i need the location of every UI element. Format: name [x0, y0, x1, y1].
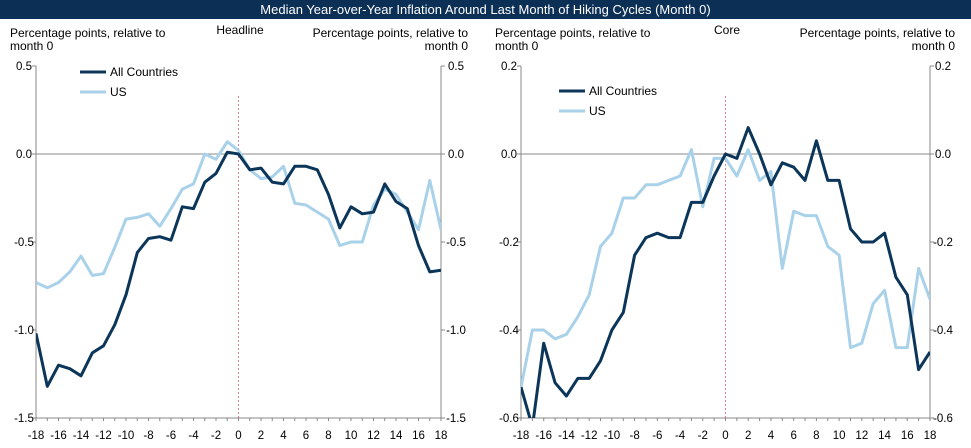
- x-tick-label: 12: [367, 430, 380, 442]
- legend-label-all-countries: All Countries: [589, 84, 657, 98]
- series-line-us: [36, 140, 441, 290]
- y-tick-label-right: -0.5: [446, 237, 466, 249]
- x-tick-label: 8: [325, 430, 331, 442]
- x-tick-label: 0: [235, 430, 241, 442]
- x-tick-label: 8: [813, 430, 819, 442]
- y-tick-label-right: 0.2: [935, 61, 951, 73]
- panel-title: Core: [714, 23, 740, 37]
- x-tick-label: 2: [258, 430, 264, 442]
- y-tick-label-right: -1.5: [446, 413, 466, 425]
- left-axis-label: Percentage points, relative to: [495, 26, 651, 40]
- y-tick-label-left: -1.0: [14, 325, 34, 337]
- x-tick-label: 10: [833, 430, 846, 442]
- x-tick-label: 16: [412, 430, 425, 442]
- x-tick-label: 14: [390, 430, 403, 442]
- legend-label-us: US: [589, 104, 606, 118]
- x-tick-label: 10: [345, 430, 358, 442]
- left-axis-label: Percentage points, relative to: [10, 26, 166, 40]
- y-tick-label-left: -0.6: [499, 413, 519, 425]
- x-tick-label: 6: [303, 430, 309, 442]
- right-axis-label: month 0: [425, 39, 469, 53]
- y-tick-label-right: -0.6: [933, 413, 953, 425]
- y-tick-label-left: 0.5: [16, 61, 32, 73]
- y-tick-label-left: 0.2: [501, 61, 517, 73]
- x-tick-label: 18: [435, 430, 448, 442]
- legend-label-all-countries: All Countries: [110, 65, 178, 79]
- right-axis-label: month 0: [912, 39, 956, 53]
- x-tick-label: -10: [604, 430, 621, 442]
- x-tick-label: -12: [581, 430, 598, 442]
- x-tick-label: -6: [166, 430, 176, 442]
- y-tick-label-left: 0.0: [16, 149, 32, 161]
- x-tick-label: 4: [280, 430, 287, 442]
- y-tick-label-left: 0.0: [501, 149, 517, 161]
- left-axis-label: month 0: [10, 39, 54, 53]
- x-tick-label: 16: [901, 430, 914, 442]
- x-tick-label: -14: [558, 430, 575, 442]
- x-tick-label: -10: [118, 430, 135, 442]
- legend-label-us: US: [110, 85, 127, 99]
- x-tick-label: -2: [211, 430, 221, 442]
- y-tick-label-left: -0.4: [499, 325, 519, 337]
- y-tick-label-right: 0.0: [935, 149, 951, 161]
- x-tick-label: 14: [878, 430, 891, 442]
- y-tick-label-right: -0.2: [933, 237, 953, 249]
- x-tick-label: -16: [50, 430, 67, 442]
- x-tick-label: -2: [698, 430, 708, 442]
- y-tick-label-left: -0.5: [14, 237, 34, 249]
- x-tick-label: -18: [513, 430, 530, 442]
- y-tick-label-right: -0.4: [933, 325, 953, 337]
- x-tick-label: -16: [535, 430, 552, 442]
- right-axis-label: Percentage points, relative to: [313, 26, 469, 40]
- right-axis-label: Percentage points, relative to: [800, 26, 956, 40]
- x-tick-label: -8: [629, 430, 639, 442]
- x-tick-label: 18: [924, 430, 937, 442]
- x-tick-label: 4: [768, 430, 775, 442]
- x-tick-label: 0: [722, 430, 728, 442]
- x-tick-label: 12: [855, 430, 868, 442]
- x-tick-label: -4: [188, 430, 199, 442]
- x-tick-label: 6: [790, 430, 796, 442]
- y-tick-label-right: 0.0: [448, 149, 464, 161]
- x-tick-label: -8: [143, 430, 153, 442]
- chart-main-title: Median Year-over-Year Inflation Around L…: [0, 0, 971, 19]
- x-tick-label: 2: [745, 430, 751, 442]
- y-tick-label-right: 0.5: [448, 61, 464, 73]
- x-tick-label: -4: [675, 430, 686, 442]
- left-axis-label: month 0: [495, 39, 539, 53]
- panel-title: Headline: [216, 23, 264, 37]
- x-tick-label: -14: [73, 430, 90, 442]
- y-tick-label-left: -1.5: [14, 413, 34, 425]
- series-line-all-countries: [521, 126, 930, 418]
- series-line-us: [521, 148, 930, 388]
- y-tick-label-left: -0.2: [499, 237, 519, 249]
- x-tick-label: -6: [652, 430, 662, 442]
- x-tick-label: -12: [95, 430, 112, 442]
- y-tick-label-right: -1.0: [446, 325, 466, 337]
- series-line-all-countries: [36, 150, 441, 388]
- x-tick-label: -18: [28, 430, 45, 442]
